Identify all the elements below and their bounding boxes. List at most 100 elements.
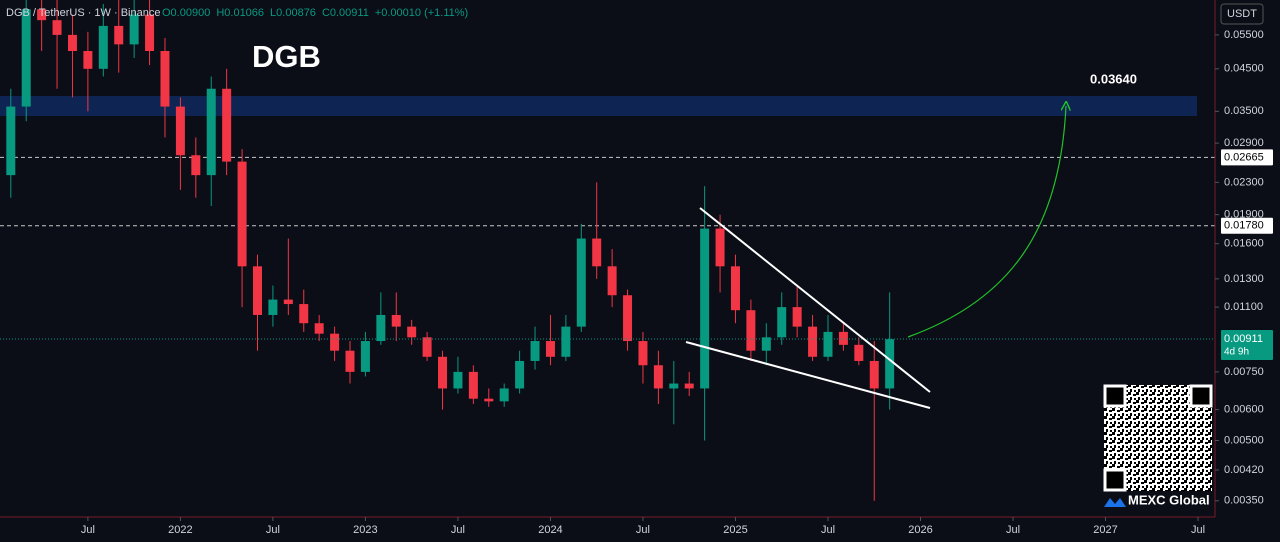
candle-body [345, 350, 355, 372]
candle-body [592, 238, 602, 267]
candle-body [684, 383, 694, 389]
x-tick-label: Jul [81, 524, 95, 536]
candle-body [37, 9, 47, 21]
x-tick-label: 2027 [1093, 524, 1117, 536]
y-tick-label: 0.02900 [1224, 137, 1264, 149]
candle-body [330, 333, 340, 351]
candle-body [407, 326, 417, 338]
trendline [699, 207, 931, 393]
x-tick-label: Jul [451, 524, 465, 536]
candle-body [869, 360, 879, 389]
mexc-logo [1104, 498, 1126, 507]
candle-body [360, 341, 370, 372]
candle-body [438, 356, 448, 389]
projection-arrow [907, 106, 1066, 338]
ohlc-value: C0.00911 [322, 7, 369, 19]
candle-body [145, 14, 155, 52]
level-label: 0.02665 [1224, 151, 1264, 163]
level-label: 0.01780 [1224, 220, 1264, 232]
candle-body [83, 51, 93, 69]
y-tick-label: 0.00500 [1224, 434, 1264, 446]
candle-body [252, 266, 262, 315]
candle-body [484, 398, 494, 402]
candle-body [530, 341, 540, 361]
candle-body [52, 20, 62, 35]
qr-finders [1103, 384, 1213, 492]
candle-body [499, 388, 509, 402]
currency-box [1220, 3, 1264, 25]
resistance-zone [0, 96, 1197, 116]
chart-title: DGB [252, 39, 321, 74]
ohlc-value: L0.00876 [270, 7, 316, 19]
candle-body [314, 323, 324, 334]
candle-body [391, 314, 401, 327]
y-tick-label: 0.04500 [1224, 63, 1264, 75]
plot-area [0, 0, 1215, 501]
candle-body [607, 266, 617, 296]
ohlc-value: O0.00900 [162, 7, 210, 19]
y-tick-label: 0.00420 [1224, 464, 1264, 476]
x-tick-label: Jul [1006, 524, 1020, 536]
target-annotation: 0.03640 [1090, 71, 1137, 86]
y-tick-label: 0.03500 [1224, 105, 1264, 117]
x-tick-label: 2022 [168, 524, 192, 536]
candle-body [576, 238, 586, 327]
countdown-label: 4d 9h [1224, 347, 1249, 358]
candle-body [885, 339, 895, 389]
y-tick-label: 0.01100 [1224, 301, 1263, 313]
candle-body [761, 337, 771, 351]
candle-body [160, 51, 170, 107]
candle-body [715, 228, 725, 267]
x-tick-label: 2025 [723, 524, 747, 536]
candle-body [854, 344, 864, 361]
x-tick-label: 2023 [353, 524, 377, 536]
y-tick-label: 0.00600 [1224, 404, 1264, 416]
level-label-box [1221, 149, 1273, 166]
candle-body [468, 371, 478, 399]
candle-body [561, 326, 571, 357]
candle-body [98, 25, 108, 69]
candle-body [653, 365, 663, 389]
candle-body [129, 14, 139, 45]
x-tick-label: Jul [821, 524, 835, 536]
y-tick-label: 0.01300 [1224, 273, 1264, 285]
candle-body [268, 299, 278, 315]
x-tick-label: Jul [1191, 524, 1205, 536]
candle-body [175, 106, 185, 156]
last-price-label: 0.00911 [1224, 333, 1263, 345]
x-tick-label: Jul [636, 524, 650, 536]
candle-body [376, 314, 386, 342]
candle-body [299, 304, 309, 324]
ohlc-value: H0.01066 [216, 7, 264, 19]
last-price-box [1221, 329, 1273, 360]
candle-body [823, 331, 833, 357]
x-tick-label: Jul [266, 524, 280, 536]
candle-body [808, 326, 818, 357]
candle-body [206, 88, 216, 176]
candle-body [453, 371, 463, 389]
y-tick-label: 0.01600 [1224, 238, 1264, 250]
candle-body [838, 331, 848, 345]
candle-body [545, 341, 555, 357]
candle-body [114, 25, 124, 45]
y-tick-label: 0.05500 [1224, 29, 1264, 41]
symbol: DGB / TetherUS · 1W · Binance [6, 7, 160, 19]
candle-body [6, 106, 16, 176]
candle-body [67, 34, 77, 52]
candle-body [730, 266, 740, 311]
candle-body [283, 299, 293, 305]
ohlc-value: +0.00010 (+1.11%) [375, 7, 468, 19]
candle-body [422, 337, 432, 357]
candle-body [700, 228, 710, 389]
x-tick-label: 2024 [538, 524, 562, 536]
y-tick-label: 0.00350 [1224, 495, 1264, 507]
currency: USDT [1227, 8, 1257, 20]
candle-body [638, 341, 648, 366]
candle-body [191, 155, 201, 176]
trendline [685, 341, 931, 409]
candle-body [792, 307, 802, 327]
candle-body [623, 295, 633, 342]
ohlc-readout: O0.00900 H0.01066 L0.00876 C0.00911 +0.00010… [162, 7, 468, 19]
candle-body [222, 88, 232, 162]
